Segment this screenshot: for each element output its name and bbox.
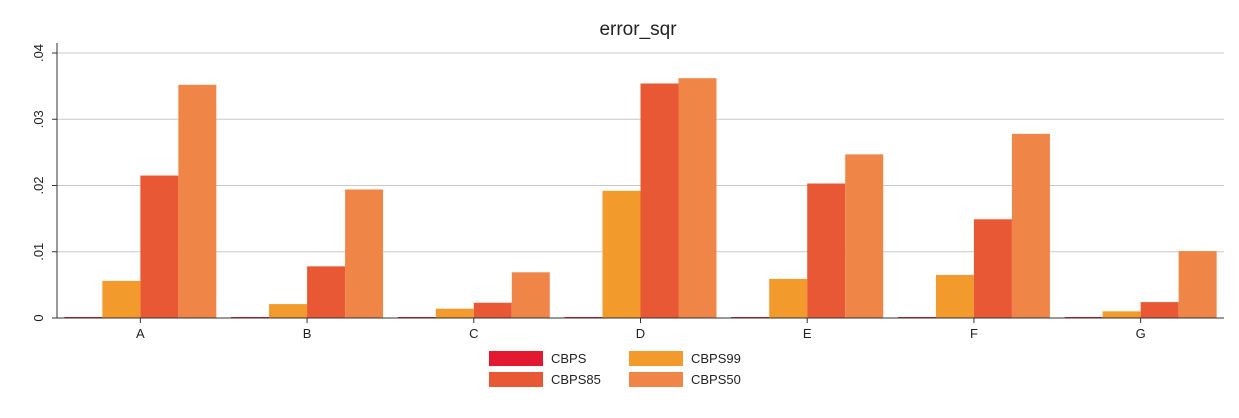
legend: CBPS CBPS99 CBPS85 CBPS50 [489,351,741,387]
bar-cbps99-f [935,274,974,318]
legend-swatch-cbps99 [629,351,683,366]
x-tick-label: D [636,326,645,341]
bar-cbps50-c [511,272,550,318]
bar-cbps85-d [640,83,679,318]
legend-swatch-cbps50 [629,372,683,387]
bar-cbps99-a [102,280,141,318]
y-tick-label: .01 [31,243,46,261]
bar-cbps99-c [435,308,474,318]
bars [64,78,1217,318]
legend-label-cbps85: CBPS85 [551,372,601,387]
bar-cbps85-c [473,302,512,318]
bar-cbps85-e [807,183,846,318]
bar-cbps99-d [602,190,641,318]
axes: 0 .01 .02 .03 .04 A B C D E F G [31,43,1224,341]
x-tick-label: F [970,326,978,341]
legend-label-cbps99: CBPS99 [691,351,741,366]
x-tick-label: B [303,326,312,341]
bar-cbps50-b [345,189,384,318]
bar-cbps50-d [678,78,717,318]
x-tick-label: E [803,326,812,341]
legend-swatch-cbps85 [489,372,543,387]
bar-cbps50-e [845,154,884,318]
bar-cbps85-g [1140,302,1179,318]
x-tick-label: A [136,326,145,341]
y-tick-label: .03 [31,110,46,128]
y-tick-label: .04 [31,44,46,62]
bar-cbps99-b [269,304,308,318]
x-tick-label: C [469,326,478,341]
bar-cbps50-g [1178,251,1217,318]
bar-cbps85-b [307,266,346,318]
bar-cbps85-a [140,175,179,318]
bar-cbps50-f [1011,133,1050,318]
legend-label-cbps50: CBPS50 [691,372,741,387]
chart-title: error_sqr [599,19,677,40]
bar-cbps99-e [769,278,808,318]
legend-label-cbps: CBPS [551,351,587,366]
legend-swatch-cbps [489,351,543,366]
bar-cbps99-g [1102,311,1141,318]
y-tick-label: .02 [31,176,46,194]
x-tick-label: G [1136,326,1146,341]
y-tick-label: 0 [31,314,46,321]
bar-cbps85-f [973,219,1012,318]
bar-cbps50-a [178,84,217,318]
